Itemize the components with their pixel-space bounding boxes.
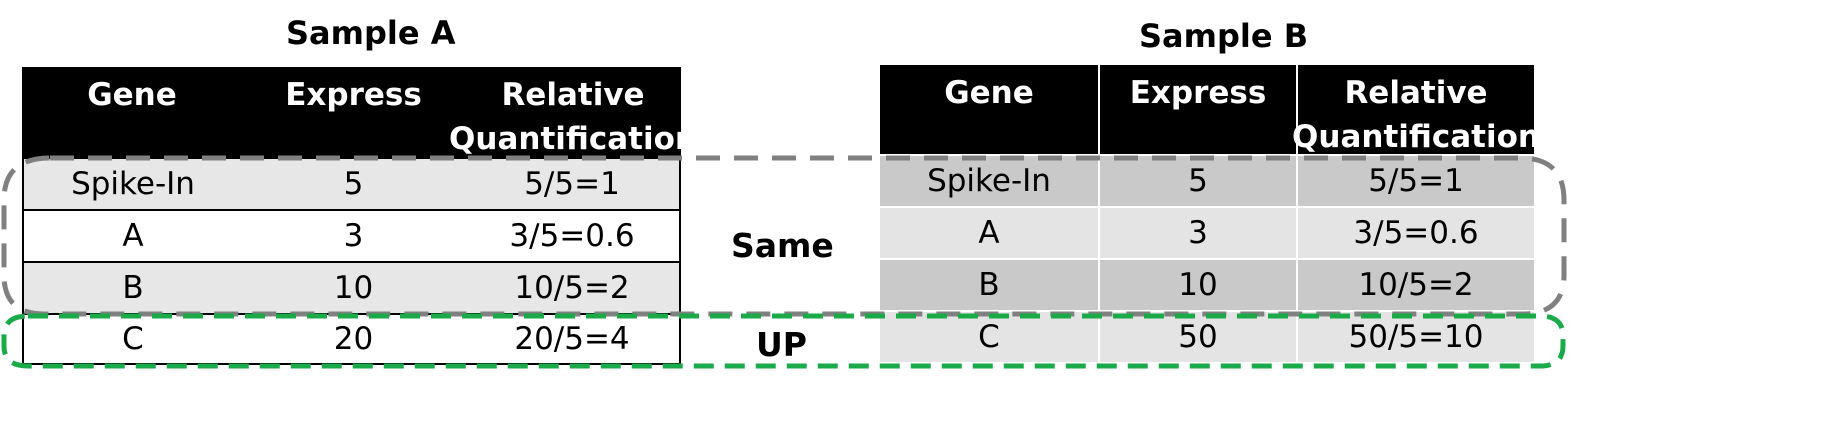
sample-a-cell-relative-quantification: 10/5=2 bbox=[465, 261, 681, 313]
sample-a-cell-express: 20 bbox=[242, 313, 465, 365]
sample-a-cell-gene: C bbox=[22, 313, 242, 365]
sample-a-cell-gene: A bbox=[22, 209, 242, 261]
sample-b-cell-relative-quantification: 50/5=10 bbox=[1296, 310, 1534, 362]
sample-a-cell-gene: B bbox=[22, 261, 242, 313]
sample-b-cell-relative-quantification: 5/5=1 bbox=[1296, 154, 1534, 206]
up-label: UP bbox=[756, 325, 807, 364]
sample-a-header-express: Express bbox=[242, 67, 465, 157]
sample-b-cell-express: 3 bbox=[1098, 206, 1296, 258]
sample-a-cell-relative-quantification: 3/5=0.6 bbox=[465, 209, 681, 261]
sample-a-title: Sample A bbox=[286, 14, 456, 52]
sample-b-cell-relative-quantification: 10/5=2 bbox=[1296, 258, 1534, 310]
sample-b-header-express: Express bbox=[1098, 65, 1296, 154]
sample-a-cell-express: 5 bbox=[242, 157, 465, 209]
sample-b-cell-gene: Spike-In bbox=[880, 154, 1098, 206]
sample-b-cell-relative-quantification: 3/5=0.6 bbox=[1296, 206, 1534, 258]
sample-a-header-gene: Gene bbox=[22, 67, 242, 157]
sample-b-header-relative-quantification: Relative Quantification bbox=[1292, 65, 1540, 155]
same-label: Same bbox=[731, 226, 834, 265]
sample-b-title: Sample B bbox=[1139, 17, 1309, 55]
sample-a-cell-express: 3 bbox=[242, 209, 465, 261]
sample-b-cell-express: 50 bbox=[1098, 310, 1296, 362]
sample-a-cell-express: 10 bbox=[242, 261, 465, 313]
sample-b-cell-gene: A bbox=[880, 206, 1098, 258]
sample-a-table: Gene Express Relative Quantification Spike-… bbox=[22, 67, 697, 365]
sample-b-table: Gene Express Relative Quantification Spike-… bbox=[880, 65, 1540, 362]
sample-b-cell-express: 5 bbox=[1098, 154, 1296, 206]
sample-b-cell-express: 10 bbox=[1098, 258, 1296, 310]
sample-a-header-relative-quantification: Relative Quantification bbox=[449, 67, 697, 157]
sample-b-cell-gene: B bbox=[880, 258, 1098, 310]
sample-a-cell-relative-quantification: 20/5=4 bbox=[465, 313, 681, 365]
sample-a-cell-gene: Spike-In bbox=[22, 157, 242, 209]
sample-b-cell-gene: C bbox=[880, 310, 1098, 362]
sample-a-cell-relative-quantification: 5/5=1 bbox=[465, 157, 681, 209]
sample-b-header-gene: Gene bbox=[880, 65, 1098, 154]
